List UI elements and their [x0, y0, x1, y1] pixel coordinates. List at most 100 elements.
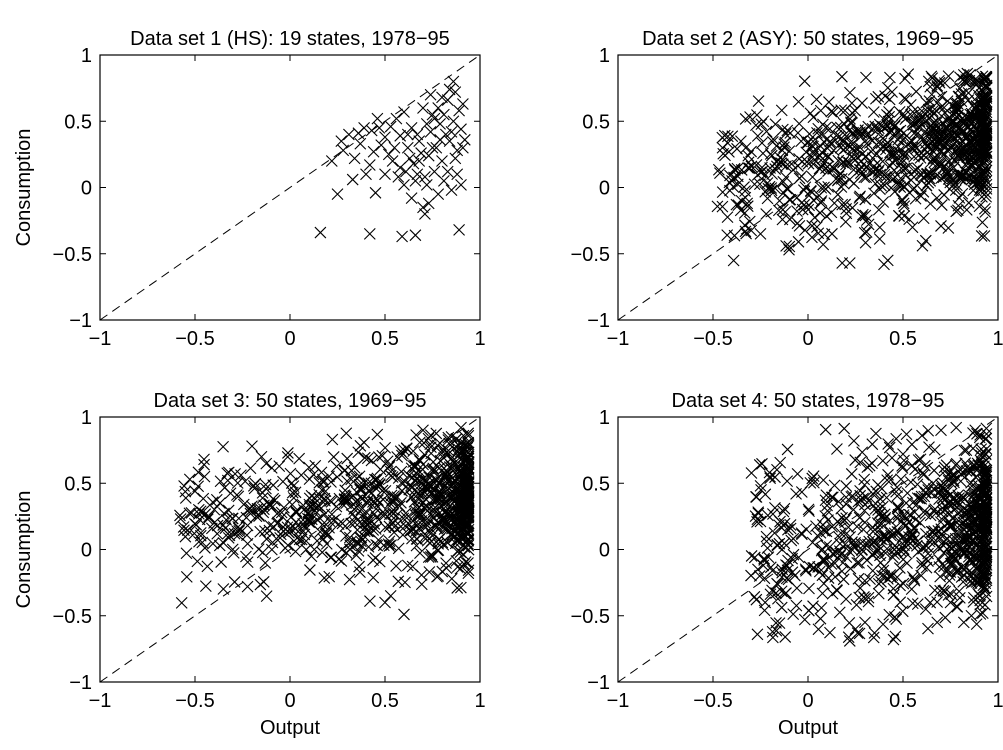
data-point — [751, 130, 764, 142]
data-point — [451, 168, 464, 181]
data-point — [350, 549, 363, 561]
data-point — [440, 504, 452, 517]
data-point — [854, 582, 867, 594]
data-point — [791, 205, 803, 217]
data-point — [413, 155, 426, 167]
data-point — [373, 479, 386, 491]
data-point — [898, 180, 910, 193]
data-point — [920, 96, 933, 109]
data-point — [860, 491, 873, 503]
data-point — [384, 589, 397, 602]
data-point — [814, 612, 827, 625]
data-point — [424, 88, 437, 101]
data-point — [780, 240, 792, 252]
data-point — [934, 584, 947, 597]
data-point — [462, 557, 474, 569]
data-point — [933, 159, 946, 172]
data-point — [777, 505, 790, 518]
data-point — [409, 517, 422, 530]
data-point — [285, 477, 298, 489]
data-point — [246, 500, 258, 513]
data-point — [962, 87, 975, 99]
data-point — [419, 171, 431, 183]
data-point — [824, 626, 836, 639]
data-point — [428, 112, 441, 125]
data-point — [916, 239, 929, 252]
data-point — [817, 554, 830, 566]
data-point — [457, 141, 469, 154]
data-point — [375, 139, 388, 151]
data-point — [922, 484, 935, 496]
data-point — [962, 196, 975, 209]
data-point — [367, 145, 380, 158]
data-point — [442, 444, 455, 457]
data-point — [827, 106, 840, 119]
data-point — [908, 523, 921, 535]
data-point — [217, 583, 230, 595]
data-point — [795, 486, 808, 498]
data-point — [968, 175, 980, 188]
data-point — [975, 499, 988, 512]
data-point — [889, 630, 902, 643]
data-point — [409, 229, 422, 242]
data-point — [455, 581, 467, 594]
data-point — [451, 144, 464, 157]
data-point — [812, 122, 825, 135]
data-point — [965, 476, 977, 489]
data-point — [847, 503, 860, 516]
data-point — [779, 631, 792, 643]
data-point — [816, 569, 829, 582]
x-axis-label: Output — [778, 717, 838, 739]
data-point — [325, 551, 338, 564]
data-point — [231, 477, 244, 489]
data-point — [773, 194, 786, 207]
data-point — [866, 134, 879, 147]
data-point — [966, 159, 978, 171]
data-point — [956, 112, 969, 124]
data-point — [939, 611, 952, 624]
data-point — [973, 498, 986, 511]
data-point — [438, 108, 450, 121]
data-point — [881, 136, 894, 149]
data-point — [764, 472, 777, 485]
data-point — [942, 589, 955, 601]
data-point — [213, 539, 226, 552]
data-point — [947, 493, 959, 506]
data-point — [791, 191, 803, 204]
data-point — [972, 479, 985, 492]
data-point — [886, 86, 898, 98]
data-point — [180, 571, 193, 583]
data-point — [386, 471, 399, 483]
data-point — [441, 489, 454, 502]
x-tick-label: −0.5 — [693, 328, 732, 350]
y-axis-label: Consumption — [13, 129, 35, 247]
data-point — [305, 517, 318, 530]
data-point — [793, 117, 806, 130]
data-point — [440, 557, 452, 570]
data-point — [831, 443, 843, 455]
data-point — [856, 148, 869, 160]
data-point — [910, 128, 923, 140]
data-point — [214, 497, 226, 509]
data-point — [828, 197, 841, 210]
y-tick-label: −0.5 — [571, 244, 610, 266]
data-point — [419, 208, 431, 220]
data-point — [979, 515, 991, 527]
data-point — [459, 491, 471, 503]
data-point — [951, 179, 963, 192]
data-point — [936, 134, 948, 147]
data-point — [834, 167, 847, 180]
data-point — [911, 539, 923, 552]
data-point — [970, 618, 983, 630]
data-point — [353, 560, 365, 573]
x-tick-label: 0.5 — [889, 690, 917, 712]
data-point — [744, 111, 756, 123]
data-point — [906, 597, 919, 610]
data-point — [752, 95, 765, 107]
data-point — [759, 488, 772, 501]
data-point — [824, 135, 837, 148]
data-point — [201, 560, 214, 573]
data-point — [417, 424, 429, 437]
data-point — [977, 122, 989, 135]
data-point — [880, 491, 893, 504]
